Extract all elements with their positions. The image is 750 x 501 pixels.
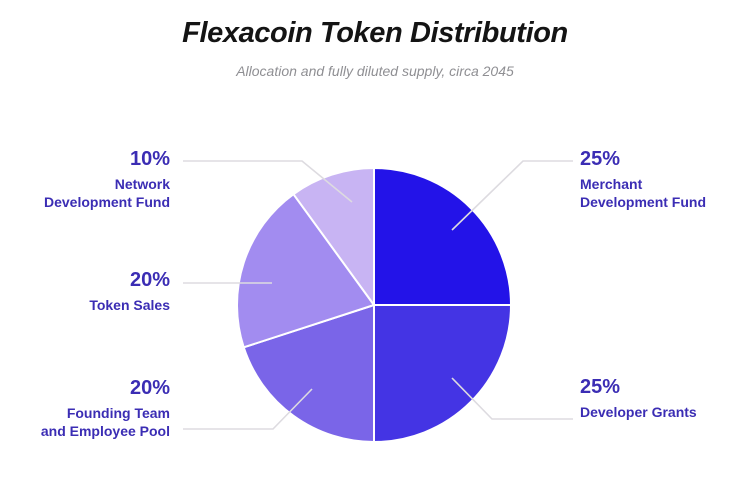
- pie-slice-2: [242, 304, 375, 443]
- slice-name: Developer Grants: [580, 404, 697, 420]
- slice-percent: 25%: [580, 148, 621, 170]
- leader-line-developer: [451, 377, 573, 420]
- pie-slice-3: [236, 193, 375, 349]
- pie-slice-1: [373, 304, 512, 443]
- slice-name: Merchant Development Fund: [580, 176, 707, 210]
- slice-label-founding-team: 20% Founding Team and Employee Pool: [41, 377, 170, 440]
- slice-percent: 20%: [129, 269, 170, 291]
- chart-subtitle: Allocation and fully diluted supply, cir…: [236, 63, 514, 79]
- pie-slices: [236, 167, 512, 443]
- slice-percent: 25%: [580, 376, 621, 398]
- slice-label-developer-grants: 25% Developer Grants: [580, 376, 697, 421]
- leader-line-founding: [183, 388, 313, 430]
- pie-slice-4: [292, 167, 375, 306]
- slice-percent: 10%: [129, 148, 170, 170]
- slice-name: Token Sales: [89, 297, 170, 313]
- slice-label-network-fund: 10% Network Development Fund: [44, 148, 170, 211]
- slice-name: Network Development Fund: [43, 176, 170, 210]
- slice-name: Founding Team and Employee Pool: [40, 405, 170, 439]
- slice-percent: 20%: [129, 377, 170, 399]
- leader-line-merchant: [451, 160, 573, 231]
- slice-label-merchant: 25% Merchant Development Fund: [580, 148, 706, 211]
- chart-title: Flexacoin Token Distribution: [182, 17, 568, 49]
- pie-slice-0: [373, 167, 512, 306]
- slice-label-token-sales: 20% Token Sales: [89, 269, 170, 314]
- leader-line-network: [183, 160, 353, 203]
